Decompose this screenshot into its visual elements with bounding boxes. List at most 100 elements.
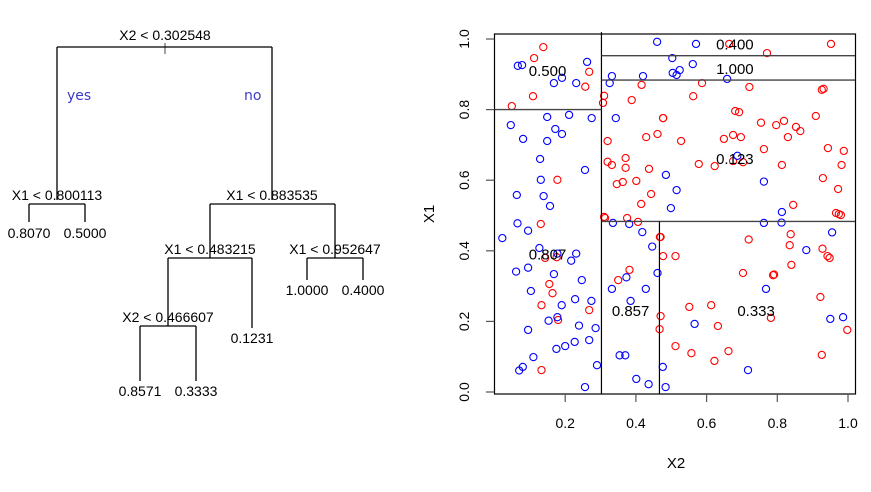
red-point (585, 67, 594, 76)
blue-point (666, 203, 676, 213)
blue-point (611, 113, 620, 123)
blue-point (553, 313, 562, 322)
blue-point (638, 71, 648, 81)
blue-point (561, 341, 570, 351)
scatter-points (498, 37, 852, 392)
red-point (585, 305, 594, 315)
red-point (819, 84, 828, 93)
blue-point (759, 218, 769, 228)
red-point (833, 184, 843, 194)
blue-point (535, 154, 545, 164)
red-point (811, 111, 820, 121)
blue-point (526, 286, 536, 296)
x-tick-label: 0.6 (697, 415, 717, 431)
blue-point (622, 273, 631, 282)
y-tick-label: 0.4 (456, 241, 472, 261)
blue-point (777, 207, 787, 217)
tree-leaf-label: 0.4000 (342, 282, 385, 298)
red-point (734, 107, 744, 117)
red-point (658, 113, 668, 123)
red-point (759, 144, 769, 154)
blue-point (572, 78, 581, 88)
blue-point (591, 323, 600, 333)
red-point (637, 80, 646, 90)
y-tick-label: 0.2 (456, 311, 472, 331)
red-point (537, 365, 546, 375)
tree-node-branches (28, 203, 86, 222)
red-point (529, 53, 539, 63)
red-point (687, 349, 696, 358)
red-point (719, 134, 729, 144)
red-point (707, 301, 716, 310)
tree-leaf-label: 0.3333 (175, 383, 218, 399)
red-point (656, 232, 665, 242)
tree-no-label: no (244, 88, 261, 104)
y-tick-label: 0.0 (456, 382, 472, 402)
red-point (685, 302, 694, 312)
red-point (769, 270, 779, 279)
red-point (756, 118, 766, 127)
red-point (537, 301, 546, 310)
red-point (656, 311, 665, 321)
red-point (646, 189, 656, 199)
red-point (694, 159, 703, 169)
x-axis-label: X2 (667, 455, 685, 472)
tree-node-branches (306, 257, 364, 280)
blue-point (587, 113, 596, 123)
blue-point (607, 284, 617, 294)
red-point (738, 158, 748, 167)
red-point (816, 292, 825, 302)
blue-point (668, 68, 677, 78)
red-point (728, 130, 738, 140)
tree-node-split-label: X1 < 0.483215 (164, 241, 256, 257)
blue-point (557, 301, 566, 310)
red-point (614, 275, 623, 285)
red-point (603, 136, 612, 146)
blue-point (518, 362, 527, 372)
red-point (540, 253, 550, 263)
red-point (658, 251, 668, 261)
blue-point (661, 170, 671, 180)
blue-point (557, 73, 567, 82)
blue-point (648, 242, 657, 251)
blue-point (570, 295, 580, 304)
blue-point (544, 316, 553, 325)
red-point (787, 260, 796, 270)
y-tick-label: 0.6 (456, 170, 472, 190)
blue-point (733, 151, 742, 160)
red-point (618, 177, 627, 187)
blue-point (625, 219, 634, 229)
tree-leaf-label: 0.1231 (231, 330, 274, 346)
blue-point (543, 136, 552, 146)
blue-point (658, 362, 667, 372)
red-point (772, 120, 781, 130)
blue-point (580, 165, 590, 175)
red-point (627, 95, 636, 105)
tree-node-branches (209, 203, 336, 258)
red-point (791, 122, 801, 132)
tree-node-split-label: X1 < 0.883535 (226, 187, 318, 203)
blue-point (512, 190, 521, 200)
blue-point (672, 185, 681, 195)
red-point (843, 325, 852, 335)
tree-node-branches (167, 257, 253, 328)
red-point (745, 82, 754, 92)
blue-point (632, 374, 641, 384)
red-point (736, 132, 746, 142)
blue-point (511, 267, 521, 276)
blue-point (539, 191, 548, 201)
blue-point (661, 382, 670, 392)
red-point (621, 153, 630, 163)
blue-point (580, 382, 590, 392)
blue-point (675, 65, 684, 75)
plot-frame (493, 33, 857, 395)
region-value-label: 0.123 (716, 151, 754, 168)
region-labels: 0.500 0.400 1.000 0.123 0.807 0.857 0.333 (529, 36, 775, 320)
blue-point (621, 351, 630, 360)
blue-point (529, 352, 538, 362)
blue-point (668, 53, 677, 63)
blue-point (587, 296, 596, 306)
red-point (552, 253, 561, 262)
